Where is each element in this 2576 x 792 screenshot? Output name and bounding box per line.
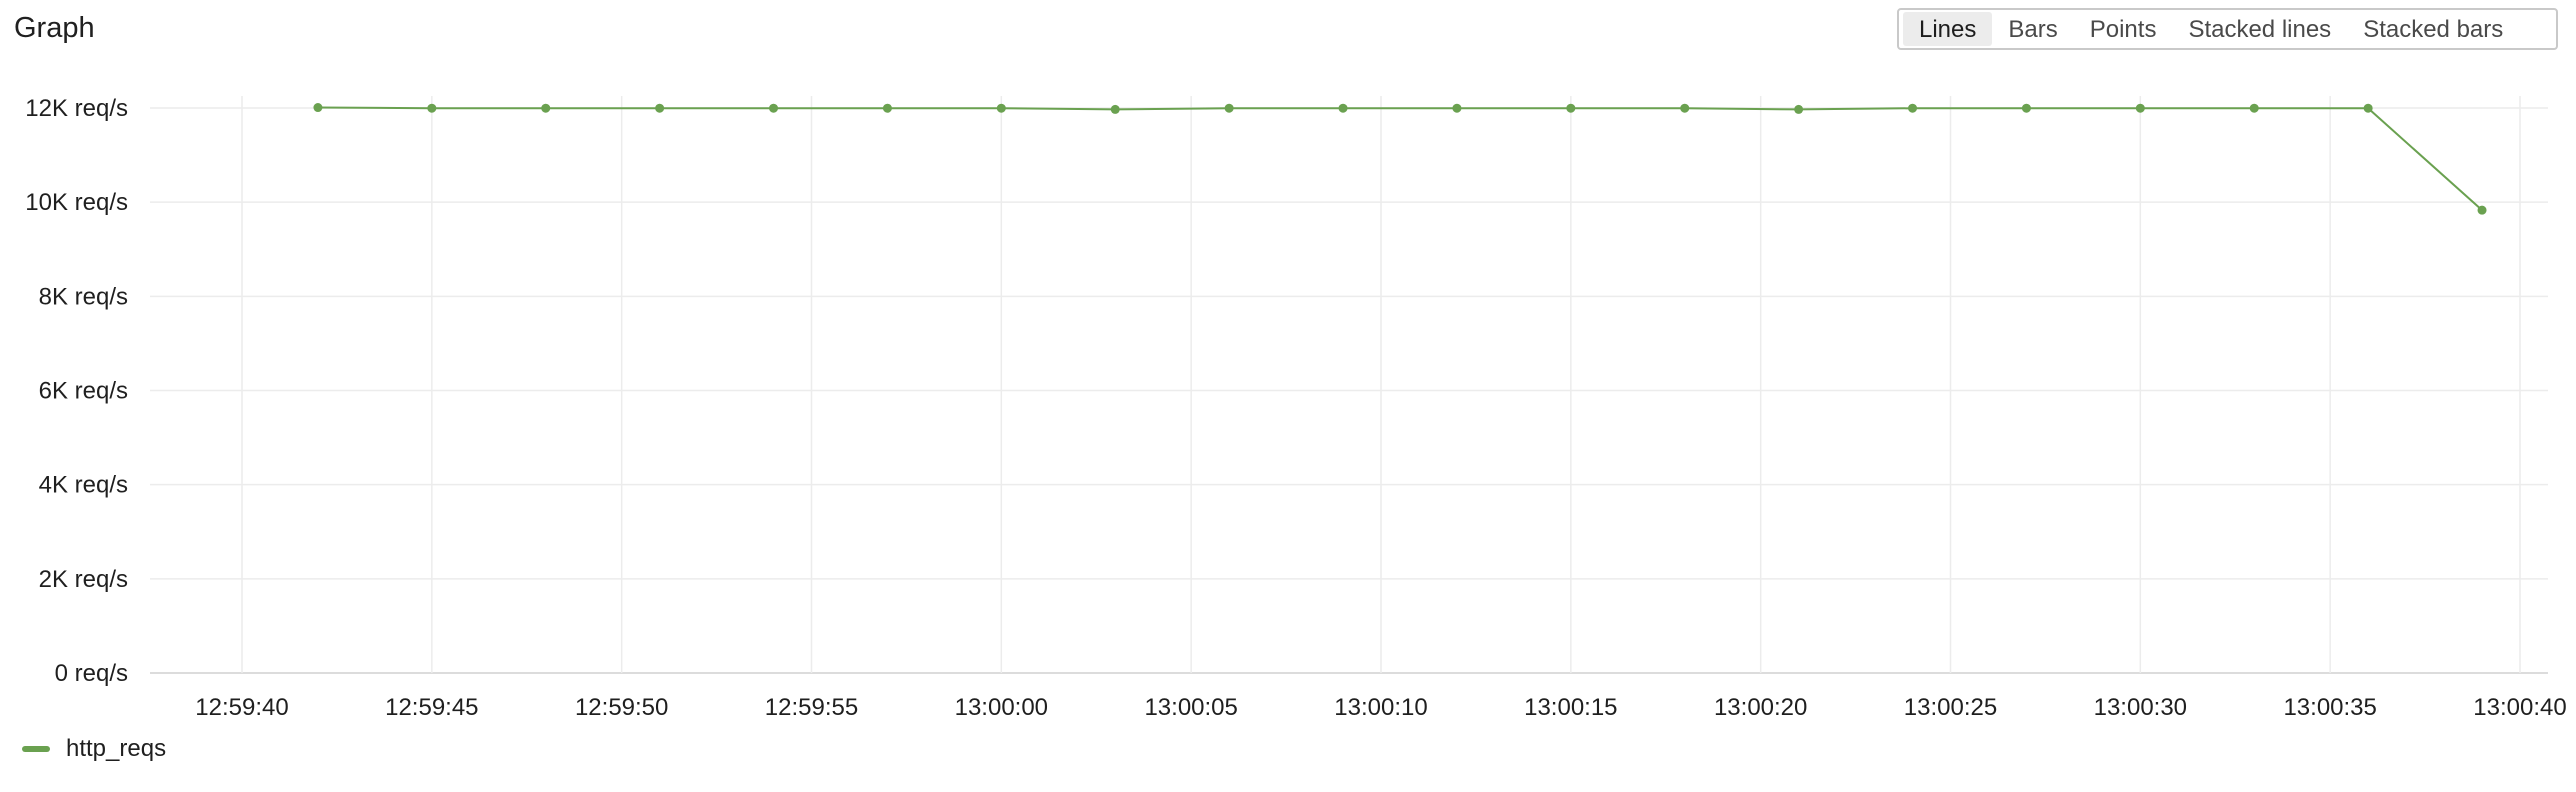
data-point[interactable] — [2477, 205, 2487, 215]
x-tick-label: 12:59:55 — [765, 694, 858, 720]
chart-grid — [150, 96, 2548, 674]
legend-label-http-reqs[interactable]: http_reqs — [66, 735, 167, 762]
data-point[interactable] — [1110, 104, 1120, 114]
panel-title: Graph — [14, 12, 95, 44]
data-point[interactable] — [655, 103, 665, 113]
x-tick-label: 13:00:15 — [1524, 694, 1617, 720]
x-axis: 12:59:40 12:59:45 12:59:50 12:59:55 13:00:00… — [195, 694, 2566, 720]
x-tick-label: 13:00:10 — [1334, 694, 1427, 720]
data-point[interactable] — [2135, 103, 2145, 113]
data-point[interactable] — [2363, 103, 2373, 113]
x-tick-label: 12:59:40 — [195, 694, 288, 720]
data-point[interactable] — [1452, 103, 1462, 113]
y-axis: 0 req/s 2K req/s 4K req/s 6K req/s 8K req/s 1… — [25, 95, 128, 687]
viz-stacked-bars-button[interactable]: Stacked bars — [2347, 12, 2519, 46]
data-point[interactable] — [1338, 103, 1348, 113]
legend-swatch-http-reqs — [22, 746, 50, 752]
y-tick-label: 6K req/s — [39, 378, 128, 405]
viz-lines-button[interactable]: Lines — [1903, 12, 1993, 46]
viz-bars-button[interactable]: Bars — [1992, 12, 2073, 46]
x-tick-label: 12:59:45 — [385, 694, 478, 720]
x-tick-label: 13:00:35 — [2283, 694, 2376, 720]
y-tick-label: 12K req/s — [25, 95, 128, 122]
y-tick-label: 0 req/s — [55, 660, 128, 687]
data-point[interactable] — [2249, 103, 2259, 113]
data-point[interactable] — [1566, 103, 1576, 113]
data-point[interactable] — [2021, 103, 2031, 113]
data-point[interactable] — [1908, 103, 1918, 113]
x-tick-label: 13:00:05 — [1144, 694, 1237, 720]
data-point[interactable] — [1680, 103, 1690, 113]
data-point[interactable] — [313, 103, 323, 113]
data-point[interactable] — [769, 103, 779, 113]
y-tick-label: 8K req/s — [39, 283, 128, 310]
chart-series — [313, 103, 2487, 215]
y-tick-label: 2K req/s — [39, 566, 128, 593]
data-point[interactable] — [1224, 103, 1234, 113]
x-tick-label: 13:00:00 — [955, 694, 1048, 720]
data-point[interactable] — [427, 103, 437, 113]
series-line-http_reqs — [317, 106, 2483, 211]
y-tick-label: 10K req/s — [25, 189, 128, 216]
chart-legend: http_reqs — [22, 735, 166, 763]
x-tick-label: 13:00:30 — [2094, 694, 2187, 720]
x-tick-label: 13:00:25 — [1904, 694, 1997, 720]
x-tick-label: 13:00:40 — [2473, 694, 2566, 720]
visualization-switch: Lines Bars Points Stacked lines Stacked … — [1897, 8, 2558, 50]
viz-points-button[interactable]: Points — [2074, 12, 2173, 46]
x-tick-label: 12:59:50 — [575, 694, 668, 720]
data-point[interactable] — [1794, 104, 1804, 114]
viz-stacked-lines-button[interactable]: Stacked lines — [2172, 12, 2347, 46]
y-tick-label: 4K req/s — [39, 472, 128, 499]
data-point[interactable] — [882, 103, 892, 113]
x-tick-label: 13:00:20 — [1714, 694, 1807, 720]
line-chart: 0 req/s 2K req/s 4K req/s 6K req/s 8K req/s 1… — [25, 95, 2566, 720]
data-point[interactable] — [996, 103, 1006, 113]
data-point[interactable] — [541, 103, 551, 113]
